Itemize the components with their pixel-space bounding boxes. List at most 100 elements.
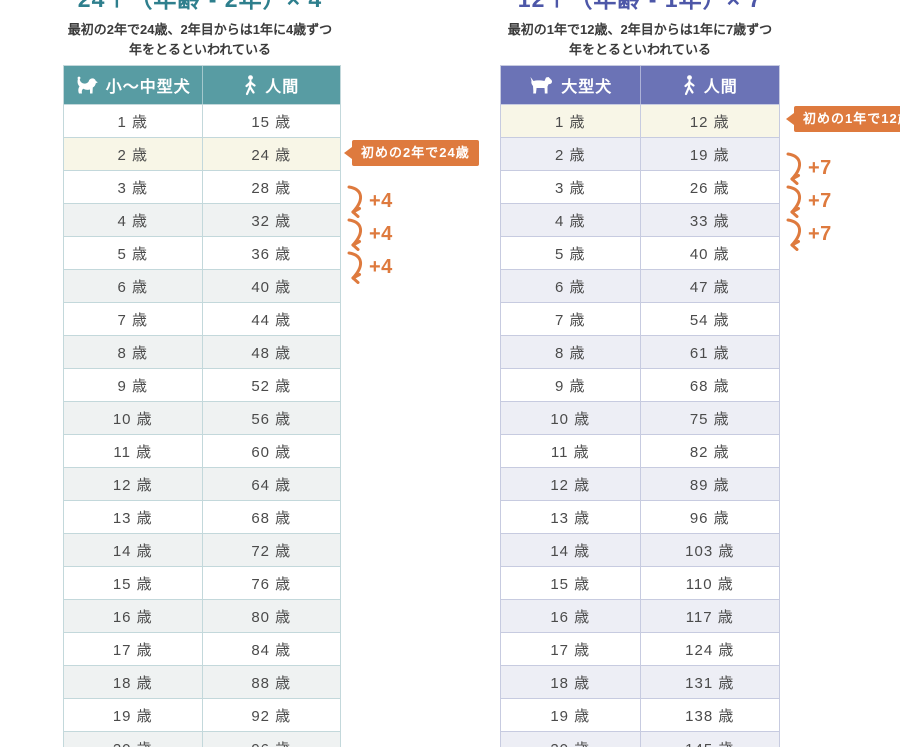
badge-pointer-icon (344, 147, 352, 159)
dog-age-cell: 13 歳 (112, 509, 153, 527)
table-row: 4 歳 32 歳 (64, 203, 340, 236)
human-age-cell: 145 歳 (639, 732, 780, 747)
table-row: 8 歳 61 歳 (501, 335, 779, 368)
dog-column-header: 小〜中型犬 (64, 66, 202, 104)
table-row: 17 歳 124 歳 (501, 632, 779, 665)
table-row: 19 歳 138 歳 (501, 698, 779, 731)
table-row: 9 歳 68 歳 (501, 368, 779, 401)
dog-age-cell: 11 歳 (550, 443, 590, 461)
human-column-label: 人間 (703, 79, 738, 96)
right-description-line1: 最初の1年で12歳、2年目からは1年に7歳ずつ (507, 22, 773, 37)
human-age-cell: 36 歳 (201, 237, 341, 269)
human-age-cell: 96 歳 (201, 732, 341, 747)
dog-age-cell: 8 歳 (554, 344, 586, 362)
table-row: 11 歳 60 歳 (64, 434, 340, 467)
human-age-cell: 64 歳 (201, 468, 341, 500)
table-row: 10 歳 75 歳 (501, 401, 779, 434)
right-formula-title: 12＋（年齢 - 1年）× 7 (480, 0, 800, 12)
dog-age-cell: 10 歳 (112, 410, 153, 428)
dog-age-cell: 20 歳 (64, 732, 202, 747)
dog-age-cell: 3 歳 (117, 179, 148, 197)
dog-age-cell: 9 歳 (554, 377, 586, 395)
left-increment-2: +4 (345, 217, 393, 251)
table-row: 1 歳 15 歳 (64, 104, 340, 137)
human-age-cell: 84 歳 (201, 633, 341, 665)
increment-label: +7 (808, 156, 832, 179)
dog-age-cell: 1 歳 (117, 113, 148, 131)
human-age-cell: 82 歳 (639, 435, 780, 467)
dog-age-cell: 15 歳 (112, 575, 153, 593)
table-row: 14 歳 103 歳 (501, 533, 779, 566)
dog-age-cell: 19 歳 (112, 707, 153, 725)
table-row: 3 歳 26 歳 (501, 170, 779, 203)
human-age-cell: 80 歳 (201, 600, 341, 632)
dog-age-cell: 17 歳 (550, 641, 591, 659)
table-row: 20 歳96 歳 (64, 731, 340, 747)
dog-age-cell: 7 歳 (554, 311, 586, 329)
dog-age-cell: 5 歳 (554, 245, 586, 263)
increment-label: +4 (369, 255, 393, 278)
left-formula-title: 24＋（年齢 - 2年）× 4 (40, 0, 360, 12)
increment-label: +4 (369, 189, 393, 212)
table-row: 8 歳 48 歳 (64, 335, 340, 368)
curved-arrow-icon (345, 184, 367, 218)
human-age-cell: 44 歳 (201, 303, 341, 335)
dog-age-cell: 18 歳 (550, 674, 591, 692)
table-row: 20 歳145 歳 (501, 731, 779, 747)
human-age-cell: 103 歳 (639, 534, 780, 566)
table-row: 19 歳 92 歳 (64, 698, 340, 731)
human-age-cell: 68 歳 (639, 369, 780, 401)
dog-age-cell: 15 歳 (550, 575, 591, 593)
dog-age-cell: 17 歳 (112, 641, 153, 659)
increment-label: +7 (808, 222, 832, 245)
human-age-cell: 117 歳 (639, 600, 780, 632)
dog-age-cell: 16 歳 (550, 608, 591, 626)
dog-age-cell: 7 歳 (117, 311, 148, 329)
table-row: 4 歳 33 歳 (501, 203, 779, 236)
standing-dog-icon (528, 76, 554, 95)
human-age-cell: 131 歳 (639, 666, 780, 698)
dog-age-cell: 1 歳 (554, 113, 586, 131)
table-row: 11 歳 82 歳 (501, 434, 779, 467)
table-body: 1 歳 15 歳 2 歳 24 歳 3 歳 28 歳 4 歳 32 歳 5 歳 36 歳 6 歳 40… (64, 104, 340, 747)
dog-column-label: 大型犬 (561, 79, 613, 96)
human-column-header: 人間 (201, 66, 341, 104)
table-row: 14 歳 72 歳 (64, 533, 340, 566)
dog-age-cell: 20 歳 (501, 732, 640, 747)
dog-age-cell: 6 歳 (117, 278, 148, 296)
right-increment-1: +7 (784, 151, 832, 185)
human-age-cell: 72 歳 (201, 534, 341, 566)
human-age-cell: 60 歳 (201, 435, 341, 467)
table-row: 2 歳 19 歳 (501, 137, 779, 170)
small-medium-dog-table: 小〜中型犬 人間 (63, 65, 341, 747)
table-row: 13 歳 68 歳 (64, 500, 340, 533)
dog-age-cell: 2 歳 (117, 146, 148, 164)
human-age-cell: 40 歳 (639, 237, 780, 269)
curved-arrow-icon (345, 250, 367, 284)
table-body: 1 歳 12 歳 2 歳 19 歳 3 歳 26 歳 4 歳 33 歳 5 歳 40 歳 6 歳 47… (501, 104, 779, 747)
human-age-cell: 12 歳 (639, 105, 780, 137)
right-increment-3: +7 (784, 217, 832, 251)
dog-age-cell: 2 歳 (554, 146, 586, 164)
human-age-cell: 110 歳 (639, 567, 780, 599)
human-age-cell: 89 歳 (639, 468, 780, 500)
human-age-cell: 40 歳 (201, 270, 341, 302)
human-age-cell: 88 歳 (201, 666, 341, 698)
human-age-cell: 54 歳 (639, 303, 780, 335)
human-age-cell: 19 歳 (639, 138, 780, 170)
table-row: 17 歳 84 歳 (64, 632, 340, 665)
human-age-cell: 47 歳 (639, 270, 780, 302)
dog-column-label: 小〜中型犬 (105, 79, 191, 96)
right-description-line2: 年をとるといわれている (569, 42, 711, 57)
sitting-dog-icon (75, 76, 99, 95)
table-row: 9 歳 52 歳 (64, 368, 340, 401)
left-callout-badge: 初めの2年で24歳 (344, 140, 479, 166)
human-age-cell: 76 歳 (201, 567, 341, 599)
dog-age-cell: 8 歳 (117, 344, 148, 362)
human-age-cell: 24 歳 (201, 138, 341, 170)
human-age-cell: 138 歳 (639, 699, 780, 731)
right-callout-badge: 初めの1年で12歳 (786, 106, 900, 132)
table-row: 5 歳 40 歳 (501, 236, 779, 269)
right-increment-2: +7 (784, 184, 832, 218)
